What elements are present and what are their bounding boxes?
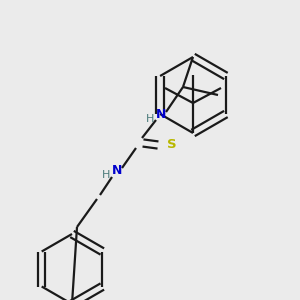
Text: H: H	[146, 114, 154, 124]
Text: S: S	[167, 139, 177, 152]
Text: H: H	[102, 170, 110, 180]
Text: N: N	[156, 109, 166, 122]
Text: N: N	[112, 164, 122, 178]
